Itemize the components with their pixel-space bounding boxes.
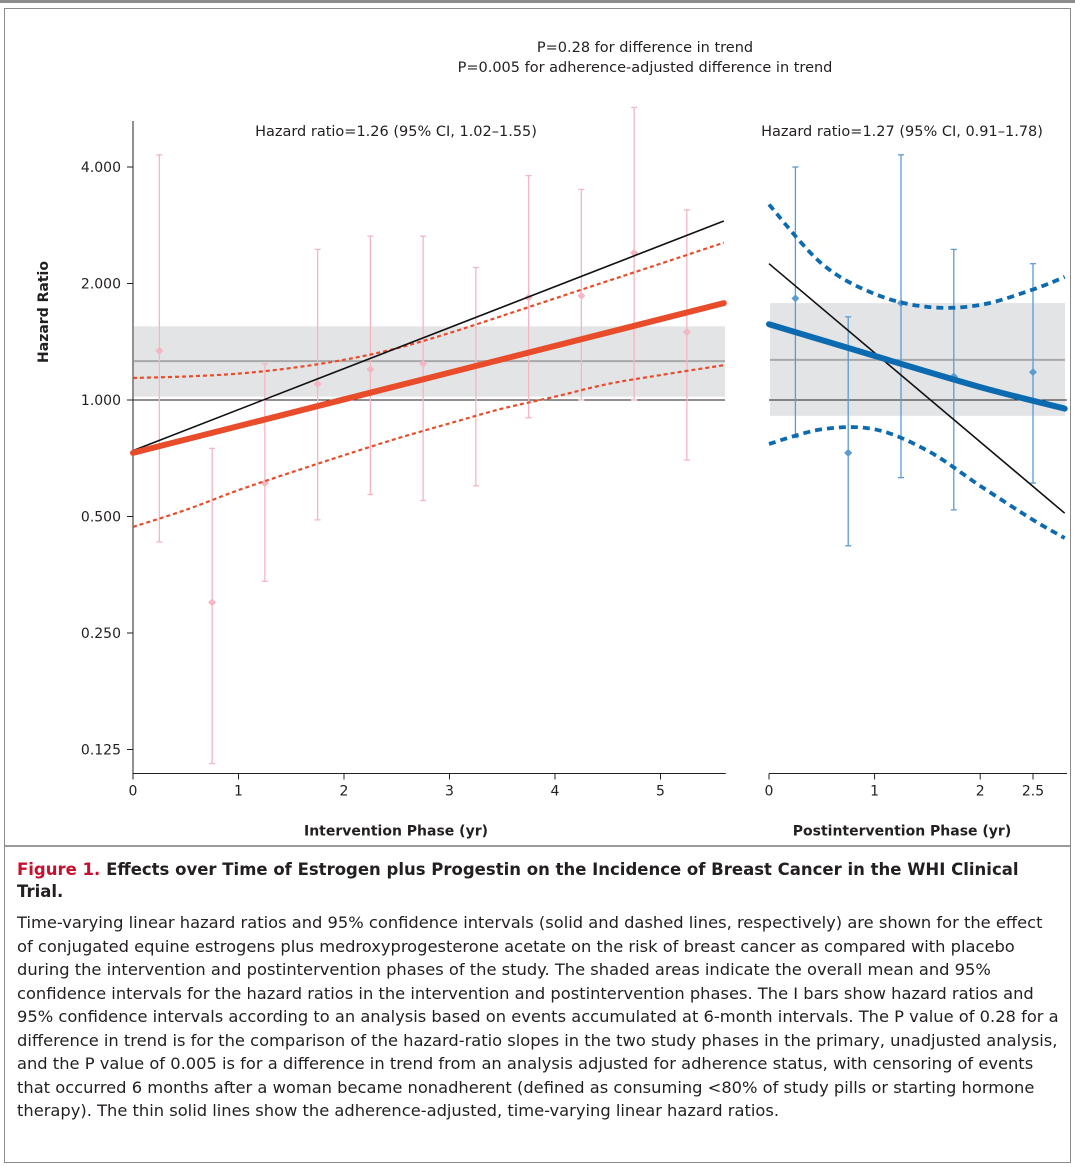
figure-frame: 0.125 0.250 0.500 1.000 2.000 4.000 Hazard Rat… [4,8,1071,1163]
top-rule [0,0,1075,3]
intervention-x-tick-label: 1 [234,784,243,800]
intervention-point-marker [313,379,322,388]
figure-caption: Figure 1. Effects over Time of Estrogen … [17,859,1062,1123]
postintervention-fitted-hazard-line [766,321,1068,412]
postintervention-ci-lower-line [768,425,1066,540]
chart-area: 0.125 0.250 0.500 1.000 2.000 4.000 Hazard Rat… [5,9,1070,845]
postintervention-x-tick-label: 1 [870,784,879,800]
intervention-fitted-hazard-line [130,300,727,456]
hazard-ratio-chart: 0.125 0.250 0.500 1.000 2.000 4.000 Hazard Rat… [36,40,1068,840]
intervention-ci-upper-line [132,241,725,380]
postintervention-point-marker [1029,368,1037,377]
caption-title-text: Effects over Time of Estrogen plus Proge… [17,860,1019,901]
y-tick-label: 2.000 [81,277,121,293]
postintervention-hazard-ratio-label: Hazard ratio=1.27 (95% CI, 0.91–1.78) [761,124,1043,140]
intervention-adherence-adjusted-line [132,220,725,452]
y-tick-label: 1.000 [81,393,121,409]
intervention-point-marker [630,248,639,257]
intervention-point-marker [366,365,375,374]
postintervention-ci-upper-line [767,203,1066,310]
intervention-ci-lower-line [132,364,724,528]
postintervention-x-tick-label: 2.5 [1022,784,1044,800]
intervention-x-tick-label: 0 [129,784,138,800]
y-tick-label: 0.125 [81,743,121,759]
y-tick-label: 4.000 [81,160,121,176]
postintervention-point-marker [791,294,800,303]
intervention-hazard-ratio-label: Hazard ratio=1.26 (95% CI, 1.02–1.55) [255,124,537,140]
y-axis-title: Hazard Ratio [36,261,52,363]
postintervention-x-tick-label: 2 [976,784,985,800]
postintervention-x-tick-label: 0 [765,784,774,800]
intervention-point-marker [155,346,164,355]
y-tick-label: 0.250 [81,626,121,642]
postintervention-point-marker [844,448,853,457]
intervention-x-tick-label: 5 [656,784,665,800]
intervention-point-marker [577,291,586,300]
intervention-point-marker [682,327,691,336]
postintervention-x-axis-title: Postintervention Phase (yr) [793,824,1012,840]
intervention-x-tick-label: 2 [340,784,349,800]
y-tick-label: 0.500 [81,510,121,526]
figure-label: Figure 1. [17,860,101,879]
intervention-x-tick-label: 3 [445,784,454,800]
caption-divider [5,845,1070,847]
intervention-x-axis-title: Intervention Phase (yr) [304,824,488,840]
intervention-point-marker [419,359,428,368]
intervention-x-tick-label: 4 [551,784,560,800]
caption-title: Figure 1. Effects over Time of Estrogen … [17,859,1062,903]
annotation-p-trend: P=0.28 for difference in trend [537,40,753,56]
intervention-point-marker [208,598,217,607]
postintervention-adherence-adjusted-line [768,263,1066,514]
caption-body: Time-varying linear hazard ratios and 95… [17,913,1059,1120]
annotation-p-adjusted: P=0.005 for adherence-adjusted differenc… [458,60,833,76]
